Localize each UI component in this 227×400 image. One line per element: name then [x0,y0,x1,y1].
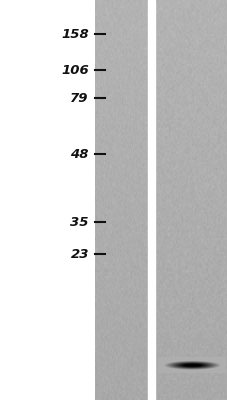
Text: 23: 23 [70,248,89,260]
Bar [148,0,154,400]
Text: 79: 79 [70,92,89,104]
Text: 48: 48 [70,148,89,160]
Text: 106: 106 [61,64,89,76]
Text: 158: 158 [61,28,89,40]
Text: 35: 35 [70,216,89,228]
